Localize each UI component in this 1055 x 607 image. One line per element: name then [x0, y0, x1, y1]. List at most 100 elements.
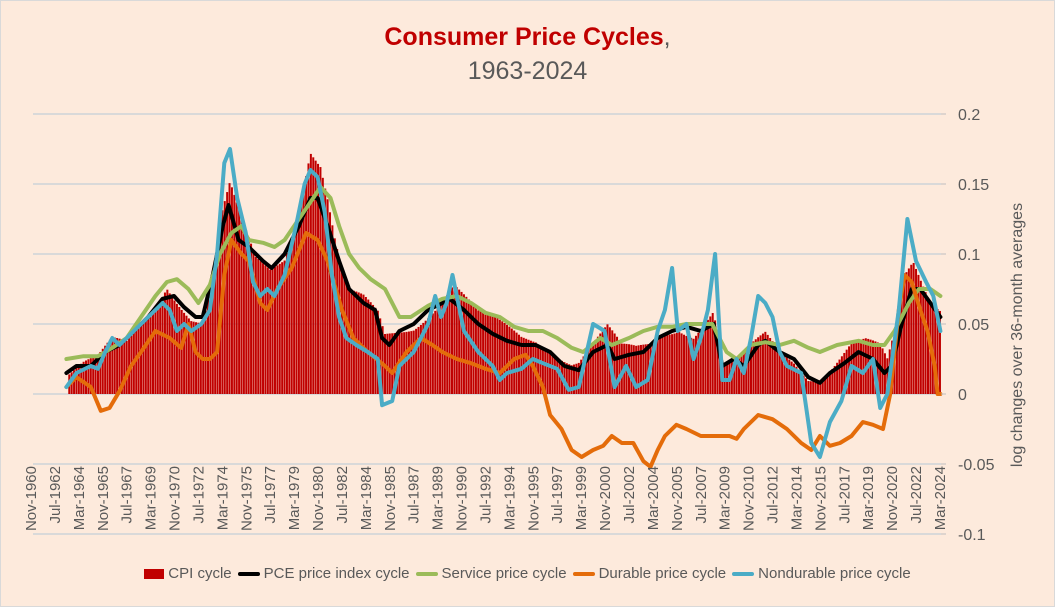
cpi-bar — [178, 306, 181, 394]
cpi-bar — [592, 343, 595, 394]
cpi-bar — [142, 322, 145, 394]
cpi-bar — [769, 338, 772, 394]
x-tick-label: Mar-2009 — [717, 466, 734, 530]
x-tick-label: Mar-1964 — [71, 466, 88, 530]
cpi-bar — [99, 351, 102, 394]
cpi-bar — [309, 153, 312, 394]
cpi-bar — [300, 201, 303, 394]
cpi-bar — [922, 286, 925, 394]
cpi-bar — [431, 313, 434, 394]
cpi-bar — [915, 268, 918, 394]
cpi-bar — [247, 237, 250, 394]
cpi-bar — [738, 356, 741, 394]
cpi-bar — [226, 192, 229, 394]
cpi-bar — [113, 337, 116, 394]
cpi-bar — [443, 298, 446, 394]
cpi-bar — [159, 301, 162, 394]
cpi-bar — [415, 328, 418, 394]
y-ticks: 0.2 0.15 0.1 0.05 0 -0.05 -0.1 — [941, 107, 995, 544]
cpi-bar — [111, 337, 114, 394]
cpi-bar — [549, 352, 552, 394]
cpi-bar — [147, 317, 150, 394]
cpi-bar — [393, 333, 396, 394]
cpi-bar — [819, 381, 822, 394]
cpi-bar — [668, 334, 671, 394]
cpi-bar — [374, 307, 377, 394]
cpi-bar — [697, 332, 700, 394]
cpi-bar — [230, 187, 233, 394]
cpi-bar — [379, 318, 382, 394]
legend-swatch — [237, 571, 260, 576]
chart-title: Consumer Price Cycles, 1963-2024 — [0, 20, 1055, 88]
cpi-bar — [807, 381, 810, 394]
x-tick-label: Nov-2000 — [597, 466, 614, 531]
cpi-bar — [673, 333, 676, 394]
x-tick-label: Mar-1989 — [430, 466, 447, 530]
cpi-bar — [781, 353, 784, 394]
y-tick-label: -0.05 — [958, 457, 995, 474]
cpi-bar — [503, 322, 506, 394]
cpi-bar — [694, 335, 697, 394]
cpi-bar — [427, 318, 430, 394]
cpi-bar — [761, 333, 764, 394]
cpi-bar — [484, 312, 487, 394]
cpi-bar — [895, 319, 898, 394]
cpi-bar — [541, 348, 544, 394]
cpi-bar — [302, 188, 305, 394]
cpi-bar — [489, 314, 492, 394]
cpi-bar — [450, 287, 453, 394]
cpi-bar — [575, 363, 578, 394]
cpi-bar — [828, 372, 831, 394]
cpi-bar — [149, 315, 152, 394]
cpi-bar — [912, 263, 915, 394]
cpi-bar — [467, 299, 470, 394]
cpi-bar — [546, 351, 549, 394]
cpi-bar — [417, 326, 420, 394]
cpi-bar — [910, 264, 913, 394]
cpi-bar — [903, 282, 906, 394]
cpi-bar — [785, 357, 788, 394]
cpi-bar — [429, 315, 432, 394]
cpi-bar — [924, 292, 927, 394]
cpi-bar — [778, 350, 781, 394]
cpi-bar — [709, 316, 712, 394]
cpi-bar — [934, 307, 937, 394]
cpi-bar — [642, 344, 645, 394]
cpi-bar — [704, 323, 707, 394]
legend-swatch — [415, 571, 438, 576]
cpi-bar — [92, 357, 95, 394]
cpi-bar — [250, 243, 253, 394]
cpi-bar — [257, 258, 260, 394]
cpi-bar — [254, 256, 257, 394]
legend-label: PCE price index cycle — [263, 565, 410, 582]
cpi-bar — [735, 359, 738, 394]
cpi-bar — [919, 280, 922, 394]
cpi-bar — [685, 335, 688, 394]
cpi-bar — [845, 349, 848, 394]
x-tick-label: Mar-1984 — [358, 466, 375, 530]
x-tick-label: Mar-1999 — [573, 466, 590, 530]
cpi-bar — [173, 300, 176, 394]
cpi-bar — [319, 167, 322, 394]
cpi-bar — [462, 294, 465, 394]
x-tick-label: Jul-1997 — [549, 466, 566, 524]
x-tick-label: Jul-1977 — [262, 466, 279, 524]
cpi-bar — [601, 330, 604, 394]
cpi-bar — [747, 345, 750, 394]
cpi-bar — [632, 345, 635, 394]
legend-item: Service price cycle — [415, 565, 567, 582]
cpi-bar — [204, 310, 207, 394]
legend-item: CPI cycle — [144, 565, 232, 582]
cpi-bar — [702, 326, 705, 394]
cpi-bar — [264, 265, 267, 394]
cpi-bar — [544, 349, 547, 394]
x-tick-label: Jul-1962 — [47, 466, 64, 524]
cpi-bar — [716, 334, 719, 394]
x-tick-label: Mar-1974 — [214, 466, 231, 530]
cpi-bar — [381, 326, 384, 394]
cpi-bar — [683, 334, 686, 394]
cpi-bar — [783, 355, 786, 394]
cpi-bar — [321, 177, 324, 394]
x-ticks: Nov-1960 Jul-1962 Mar-1964 Nov-1965 Jul-1967… — [23, 466, 949, 531]
